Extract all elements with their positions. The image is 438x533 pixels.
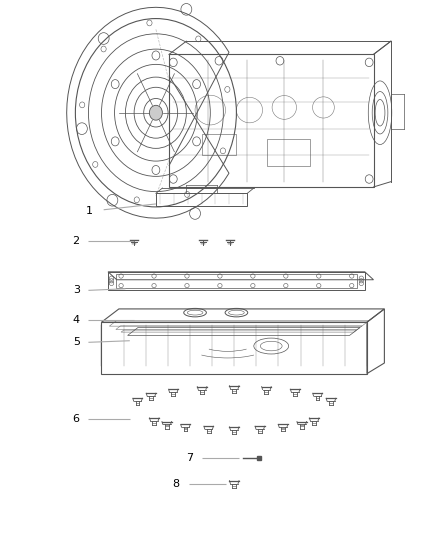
Text: 6: 6 xyxy=(73,414,80,424)
Text: 1: 1 xyxy=(86,206,93,216)
Ellipse shape xyxy=(149,106,162,120)
Bar xyxy=(201,134,237,155)
Text: 7: 7 xyxy=(186,454,193,463)
Text: 5: 5 xyxy=(73,337,80,348)
Text: 4: 4 xyxy=(73,314,80,325)
Text: 2: 2 xyxy=(73,236,80,246)
Text: 3: 3 xyxy=(73,285,80,295)
Text: 8: 8 xyxy=(173,479,180,489)
Bar xyxy=(267,139,311,166)
